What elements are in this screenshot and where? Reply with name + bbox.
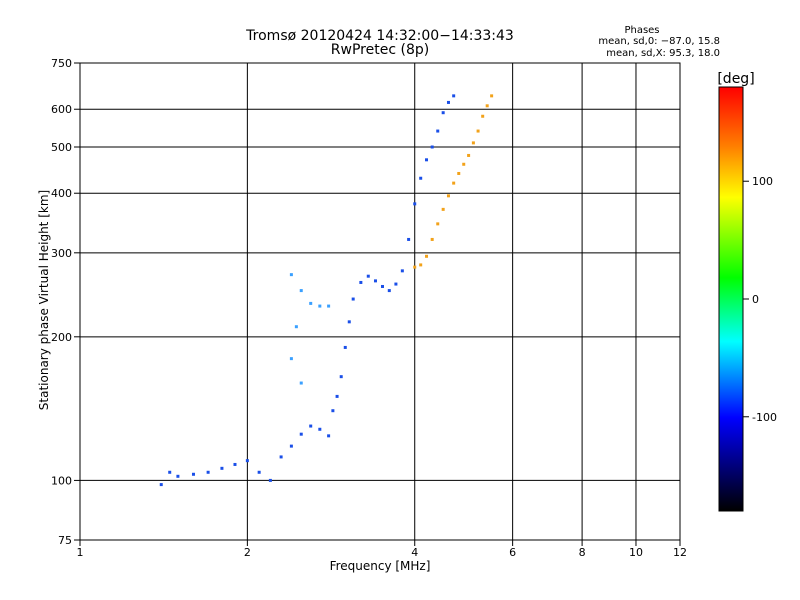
chart-subtitle: RwPretec (8p) <box>331 42 429 58</box>
data-point <box>289 273 293 277</box>
data-point <box>366 274 370 278</box>
data-point <box>206 470 210 474</box>
data-point <box>318 304 322 308</box>
data-point <box>299 432 303 436</box>
data-point <box>191 472 195 476</box>
data-point <box>425 254 429 258</box>
y-tick-label: 600 <box>51 103 72 116</box>
colorbar-ticks: 100 0 -100 <box>743 175 777 424</box>
data-point <box>446 194 450 198</box>
data-point <box>373 279 377 283</box>
data-point <box>294 325 298 329</box>
data-point <box>351 297 355 301</box>
data-point <box>318 427 322 431</box>
data-point <box>419 176 423 180</box>
y-axis-label: Stationary phase Virtual Height [km] <box>37 190 51 410</box>
data-point <box>347 320 351 324</box>
data-point <box>220 466 224 470</box>
data-point <box>476 129 480 133</box>
data-point <box>481 114 485 118</box>
data-point <box>441 111 445 115</box>
data-point <box>299 289 303 293</box>
stats-line-x: mean, sd,X: 95.3, 18.0 <box>606 48 720 59</box>
x-tick-label: 4 <box>411 546 418 559</box>
data-point <box>407 237 411 241</box>
colorbar-tick-label: -100 <box>752 411 777 424</box>
y-tick-label: 200 <box>51 331 72 344</box>
colorbar-label: [deg] <box>717 71 754 87</box>
y-tick-label: 750 <box>51 57 72 70</box>
colorbar <box>718 86 744 512</box>
data-point <box>343 345 347 349</box>
data-point <box>268 478 272 482</box>
data-point <box>457 171 461 175</box>
data-point <box>168 470 172 474</box>
data-point <box>279 455 283 459</box>
y-tick-label: 500 <box>51 141 72 154</box>
y-tick-label: 75 <box>58 534 72 547</box>
data-point <box>425 158 429 162</box>
x-tick-label: 10 <box>629 546 643 559</box>
x-tick-label: 8 <box>579 546 586 559</box>
data-point <box>462 162 466 166</box>
data-points <box>159 94 494 487</box>
data-point <box>309 301 313 305</box>
data-point <box>419 263 423 267</box>
x-tick-label: 6 <box>509 546 516 559</box>
data-point <box>490 94 494 98</box>
data-point <box>436 222 440 226</box>
data-point <box>413 202 417 206</box>
x-axis-ticks: 1 2 4 6 8 10 12 <box>77 540 687 559</box>
y-tick-label: 100 <box>51 474 72 487</box>
x-tick-label: 12 <box>673 546 687 559</box>
data-point <box>359 280 363 284</box>
data-point <box>335 394 339 398</box>
plot-grid <box>80 63 680 540</box>
colorbar-tick-label: 0 <box>752 293 759 306</box>
data-point <box>452 181 456 185</box>
data-point <box>289 444 293 448</box>
data-point <box>159 483 163 487</box>
data-point <box>485 104 489 108</box>
data-point <box>233 462 237 466</box>
y-tick-label: 400 <box>51 187 72 200</box>
stats-heading: Phases <box>624 25 659 36</box>
data-point <box>289 357 293 361</box>
data-point <box>309 424 313 428</box>
data-point <box>436 129 440 133</box>
data-point <box>245 459 249 463</box>
data-point <box>441 207 445 211</box>
data-point <box>413 265 417 269</box>
chart-title: Tromsø 20120424 14:32:00−14:33:43 <box>245 28 514 44</box>
data-point <box>400 269 404 273</box>
data-point <box>394 282 398 286</box>
data-point <box>452 94 456 98</box>
data-point <box>331 409 335 413</box>
data-point <box>327 434 331 438</box>
data-point <box>430 145 434 149</box>
plot-frame <box>79 62 681 541</box>
data-point <box>430 237 434 241</box>
stats-line-o: mean, sd,0: −87.0, 15.8 <box>598 36 720 47</box>
data-point <box>471 141 475 145</box>
x-axis-label: Frequency [MHz] <box>330 559 431 573</box>
data-point <box>327 304 331 308</box>
data-point <box>387 289 391 293</box>
data-point <box>257 470 261 474</box>
data-point <box>339 375 343 379</box>
x-tick-label: 2 <box>244 546 251 559</box>
y-axis-ticks: 75 100 200 300 400 500 600 750 <box>51 57 80 547</box>
data-point <box>467 153 471 157</box>
data-point <box>299 381 303 385</box>
y-tick-label: 300 <box>51 247 72 260</box>
x-tick-label: 1 <box>77 546 84 559</box>
data-point <box>446 100 450 104</box>
colorbar-tick-label: 100 <box>752 175 773 188</box>
data-point <box>176 474 180 478</box>
data-point <box>380 284 384 288</box>
